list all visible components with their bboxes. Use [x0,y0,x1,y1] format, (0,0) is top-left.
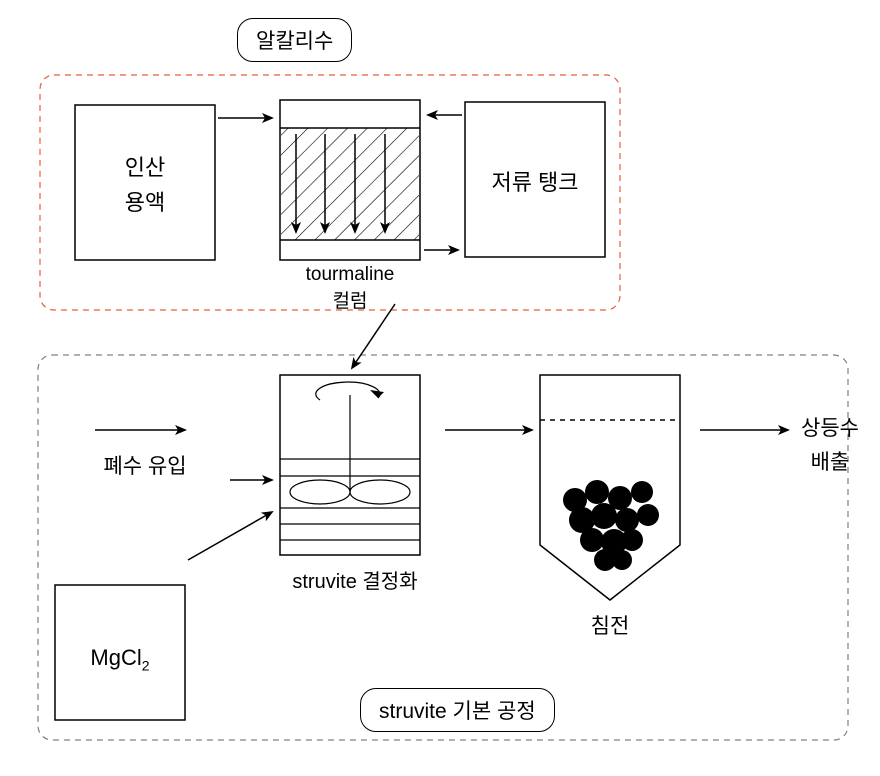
column-hatch [281,128,419,240]
bottom-rounded-label: struvite 기본 공정 [360,688,555,732]
column-caption-l1: tourmaline [280,262,420,289]
reactor-caption-text: struvite 결정화 [292,571,417,593]
wastewater-in-label: 폐수 유입 [80,450,210,480]
top-rounded-label: 알칼리수 [237,18,352,62]
phosphate-box-text: 인산 용액 [75,150,215,220]
supernatant-l1: 상등수 [790,412,870,446]
phosphate-l2: 용액 [75,185,215,220]
column-caption: tourmaline 컬럼 [280,262,420,315]
mgcl2-box-text: MgCl2 [55,640,185,677]
storage-text: 저류 탱크 [491,170,578,195]
arrow-mgcl2-to-reactor [188,512,272,560]
sedimentation-text: 침전 [591,615,630,638]
column-caption-l2: 컬럼 [280,289,420,316]
reactor-caption: struvite 결정화 [260,565,450,594]
supernatant-label: 상등수 배출 [790,412,870,479]
mgcl2-sub: 2 [142,657,150,673]
sedimentation-caption: 침전 [560,610,660,640]
supernatant-l2: 배출 [790,446,870,480]
storage-box-text: 저류 탱크 [465,165,605,200]
mgcl2-text: MgCl [90,645,141,670]
wastewater-in-text: 폐수 유입 [103,455,186,478]
phosphate-l1: 인산 [75,150,215,185]
top-rounded-label-text: 알칼리수 [256,30,333,53]
bottom-rounded-label-text: struvite 기본 공정 [379,700,536,723]
